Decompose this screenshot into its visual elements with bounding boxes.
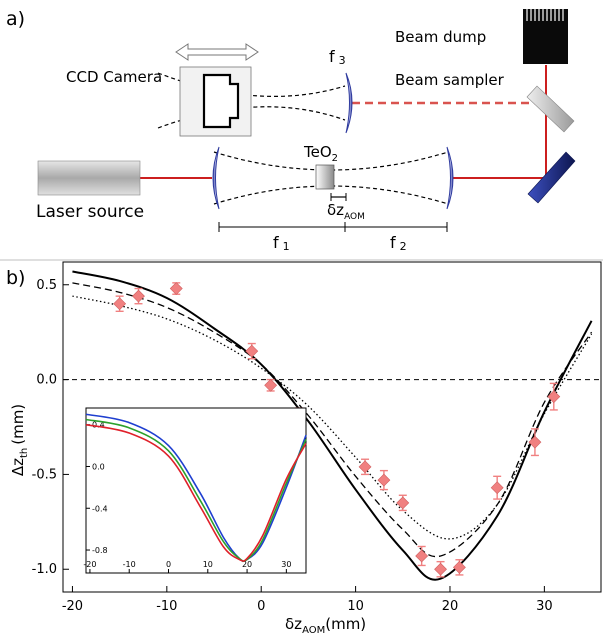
main-y-tick-label: -1.0 [32, 562, 57, 577]
inset-x-tick-label: -10 [123, 560, 136, 569]
data-point-diamond [490, 481, 504, 495]
camera-envelope-top [157, 72, 346, 97]
panel-b-label: b) [6, 267, 25, 289]
inset-curve [85, 418, 307, 563]
inset-frame [85, 407, 307, 574]
teo2-label: TeO2 [303, 143, 338, 164]
y-axis-label: Δzth(mm) [9, 404, 30, 476]
laser-source-box [37, 160, 141, 196]
model-curve-dotted [72, 295, 593, 540]
double-arrow-icon [175, 43, 259, 61]
data-point-diamond [415, 549, 429, 563]
main-x-tick-label: -10 [156, 599, 177, 614]
main-x-ticks: -20 -10 0 10 20 30 [62, 586, 553, 614]
main-x-tick-label: -20 [62, 599, 83, 614]
lens-f3 [345, 72, 353, 134]
lens-f1 [212, 146, 220, 210]
data-point-diamond [452, 560, 466, 574]
dz-label: δzAOM [327, 201, 365, 222]
inset-x-tick-label: 10 [203, 560, 213, 569]
panel-a: a) Laser source TeO2 δzAOM f [6, 8, 576, 253]
main-x-tick-label: 30 [536, 599, 553, 614]
beam-sampler-icon [526, 85, 575, 133]
main-plot-frame [62, 261, 602, 593]
data-point-diamond [245, 344, 259, 358]
inset-curve [85, 423, 307, 562]
inset-y-tick-label: -0.8 [92, 546, 108, 555]
inset-curve [85, 413, 307, 563]
ccd-camera-label: CCD Camera [66, 68, 162, 86]
panel-b: b) -20 -10 0 10 20 30 0.5 0.0 -0.5 -1.0 δzAOM(mm… [6, 261, 602, 636]
laser-source-label: Laser source [36, 202, 144, 222]
data-point-diamond [547, 390, 561, 404]
data-point-diamond [377, 473, 391, 487]
beam-sampler-label: Beam sampler [395, 71, 505, 89]
inset-series [85, 413, 307, 563]
main-y-tick-label: 0.0 [36, 373, 57, 388]
inset-background [86, 408, 306, 573]
beam-dump-label: Beam dump [395, 28, 486, 46]
ccd-sensor-outline [202, 73, 240, 129]
inset-x-tick-label: -20 [83, 560, 96, 569]
data-point-diamond [396, 496, 410, 510]
inset-x-tick-label: 20 [242, 560, 252, 569]
inset-y-tick-label: 0.4 [92, 421, 105, 430]
main-y-tick-label: -0.5 [32, 467, 57, 482]
data-point-diamond [434, 562, 447, 576]
data-point-diamond [132, 289, 145, 303]
inset-x-ticks: -20 -10 0 10 20 30 [83, 560, 291, 573]
data-point-diamond [528, 435, 542, 449]
main-x-tick-label: 0 [257, 599, 265, 614]
model-curve-solid [72, 270, 593, 581]
data-point-diamond [169, 282, 183, 295]
main-y-tick-label: 0.5 [36, 278, 57, 293]
camera-envelope-bottom [157, 106, 346, 129]
data-point-diamond [358, 460, 372, 474]
main-x-tick-label: 10 [347, 599, 364, 614]
inset-x-tick-label: 30 [281, 560, 291, 569]
main-plot-series [63, 270, 601, 581]
inset-y-tick-label: 0.0 [92, 462, 105, 471]
beam-dump-icon [523, 9, 568, 64]
main-x-tick-label: 20 [442, 599, 459, 614]
data-point-diamond [113, 297, 127, 311]
x-axis-label: δzAOM(mm) [285, 615, 366, 636]
lens-f2 [446, 146, 454, 210]
main-y-ticks: 0.5 0.0 -0.5 -1.0 [32, 278, 69, 577]
mirror-icon [527, 151, 576, 204]
panel-a-label: a) [6, 8, 25, 30]
teo2-crystal [315, 164, 335, 190]
beam-envelope-bottom [213, 185, 449, 205]
beam-envelope-top [213, 151, 449, 171]
inset-y-tick-label: -0.4 [92, 504, 108, 513]
model-curve-dashed [72, 282, 593, 558]
inset-x-tick-label: 0 [166, 560, 171, 569]
data-point-diamond [264, 378, 278, 392]
